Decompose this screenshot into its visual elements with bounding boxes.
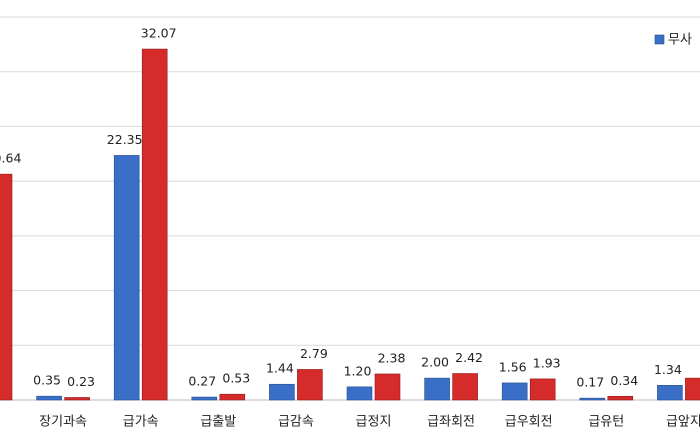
value-label: 0.53 [222,371,250,386]
bar [141,48,168,401]
value-label: 0.17 [576,375,604,390]
value-label: 0.35 [33,373,61,388]
bar [219,393,246,401]
bar [36,395,62,401]
bar [269,383,295,401]
value-label: 2.42 [455,350,483,365]
bar [424,377,450,401]
value-label: 0.34 [610,373,638,388]
value-label: 2.00 [421,355,449,370]
legend-label: 무사 [668,33,692,48]
bar [374,373,401,401]
value-label: 2.38 [378,350,406,365]
x-tick-label: 급앞지 [666,415,700,430]
value-label: 1.44 [266,361,294,376]
x-tick-label: 급우회전 [505,415,553,430]
value-label: 2.79 [300,346,328,361]
bar [579,397,606,401]
value-label: 22.35 [107,132,143,147]
bar [0,173,13,401]
x-tick-label: 급감속 [278,415,314,430]
value-label: 1.20 [344,363,372,378]
x-tick-label: 급가속 [123,415,159,430]
bar [452,373,478,401]
bar [297,369,323,401]
value-label: 20.64 [0,151,21,166]
value-label: 1.34 [654,362,682,377]
value-label: 0.23 [67,374,95,389]
value-label: 1.56 [499,359,527,374]
bar [657,385,683,401]
bar [529,378,556,401]
x-tick-label: 급유턴 [588,415,624,430]
bar [346,386,373,401]
x-tick-label: 급출발 [200,415,236,430]
legend-swatch [654,34,665,45]
x-tick-label: 장기과속 [39,415,87,430]
bar [191,396,218,401]
bar [607,395,634,401]
x-tick-label: 급정지 [356,415,392,430]
value-label: 0.27 [188,374,216,389]
value-label: 1.93 [533,355,561,370]
bar [685,377,700,401]
bar [113,155,140,401]
value-label: 32.07 [141,26,177,41]
bar [501,382,528,401]
x-tick-label: 급좌회전 [427,415,475,430]
bar [64,397,90,401]
